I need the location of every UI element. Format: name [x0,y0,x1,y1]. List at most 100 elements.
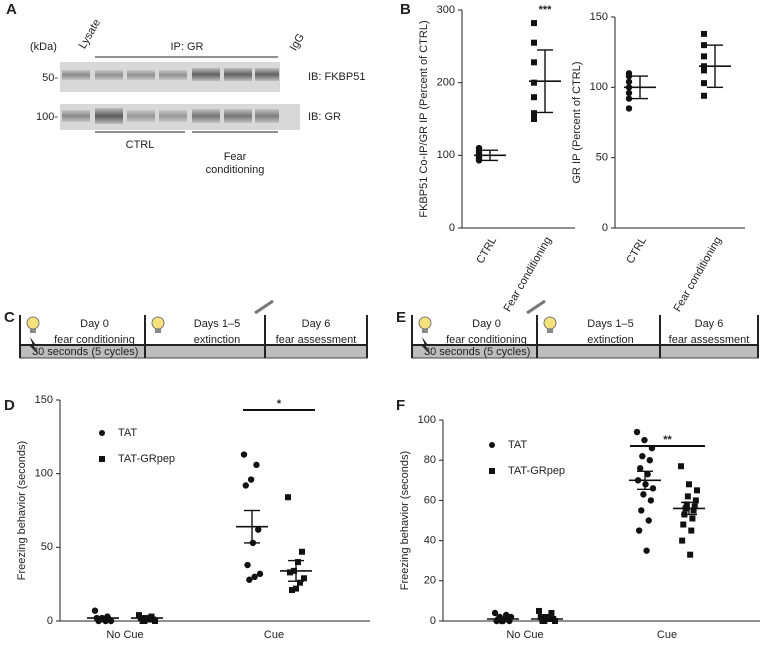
y-tick-label: 0 [602,222,608,234]
timeline-title: Day 6 [695,318,724,330]
y-tick-label: 300 [437,4,455,16]
data-point [531,79,537,86]
probe-label: IB: FKBP51 [308,71,365,83]
x-tick-label: Cue [657,629,677,641]
shock-icon [422,337,431,355]
data-point [475,157,483,164]
probe-label: IB: GR [308,111,341,123]
x-tick-label: No Cue [506,629,543,641]
y-tick-label: 40 [424,535,436,547]
mw-marker: 50- [42,72,58,84]
data-point [640,491,647,498]
legend-marker [99,430,105,436]
data-point [285,494,291,501]
y-tick-label: 100 [590,81,608,93]
y-axis-label: GR IP (Percent of CTRL) [571,61,583,183]
y-tick-label: 100 [35,468,53,480]
timeline-text: fear conditioning [54,334,135,346]
data-point [690,507,697,514]
panel-letter: B [400,1,411,18]
bulb-icon [418,316,432,330]
y-tick-label: 100 [418,414,436,426]
timeline-title: Day 0 [472,318,501,330]
timeline-band-label: 30 seconds (5 cycles) [424,346,530,358]
data-point [688,527,695,534]
y-tick-label: 0 [449,222,455,234]
data-point [701,53,707,60]
data-point [684,493,691,500]
data-point [531,110,537,117]
syringe-icon [526,299,546,315]
data-point [633,428,641,436]
significance-label: * [277,398,282,410]
data-point [531,39,537,46]
data-point [491,609,499,617]
y-tick-label: 150 [35,394,53,406]
bulb-icon [543,316,557,330]
data-point [244,561,251,569]
data-point [680,521,687,528]
bulb-base [155,329,161,333]
data-point [691,503,698,510]
data-point [531,116,537,122]
kda-label: (kDa) [30,41,57,53]
mw-marker: 100- [36,111,58,123]
y-axis-label: Freezing behavior (seconds) [16,441,28,580]
data-point [548,609,555,616]
timeline-band-label: 30 seconds (5 cycles) [32,346,138,358]
data-point [297,579,303,586]
data-point [541,618,548,624]
data-point [152,618,158,624]
lane-label: Lysate [77,17,103,51]
data-point [289,587,295,594]
timeline-text: fear assessment [276,334,357,346]
bulb-base [422,329,428,333]
data-point [255,526,262,533]
data-point [301,575,307,582]
shock-icon [30,337,39,355]
data-point [256,570,264,578]
x-tick-label: Fear conditioning [502,235,555,314]
significance-label: *** [539,4,553,16]
y-tick-label: 50 [41,541,53,553]
data-point [247,476,255,483]
data-point [293,585,299,592]
data-point [625,72,633,80]
bulb-icon [26,316,40,330]
data-point [246,576,253,583]
bulb-base [547,329,553,333]
data-point [531,94,537,101]
data-point [701,80,707,87]
data-point [141,618,148,624]
bulb-icon [151,316,165,330]
timeline-title: Days 1–5 [194,318,240,330]
data-point [536,607,542,614]
data-point [644,471,651,478]
legend-label: TAT-GRpep [508,465,565,477]
bulb-base [30,329,36,333]
data-point [689,515,696,522]
data-point [552,618,558,624]
data-point [240,451,248,458]
data-point [649,485,657,492]
data-point [686,481,692,488]
y-axis-label: FKBP51 Co-IP/GR IP (Percent of CTRL) [418,20,430,217]
panel-letter: D [4,397,15,414]
y-axis-label: Freezing behavior (seconds) [399,451,411,590]
timeline-text: fear assessment [669,334,750,346]
data-point [537,613,544,620]
y-tick-label: 200 [437,77,455,89]
data-point [701,30,707,37]
data-point [641,436,648,444]
data-point [625,89,633,97]
data-point [638,507,645,514]
lane-label: IgG [288,32,307,53]
data-point [683,501,690,508]
blot-bands [62,68,279,124]
y-tick-label: 0 [47,615,53,627]
legend-label: TAT-GRpep [118,453,175,465]
group-label: Fear conditioning [205,151,265,176]
data-point [678,463,684,470]
y-tick-label: 150 [590,11,608,23]
